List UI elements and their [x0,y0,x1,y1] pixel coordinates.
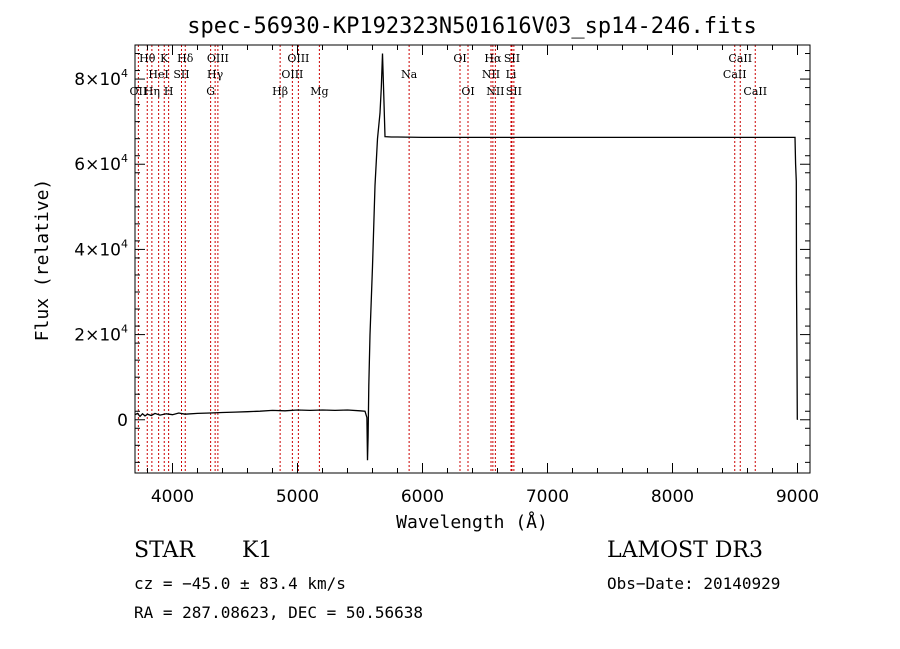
x-tick-label-1: 5000 [276,487,319,507]
y-tick-label-1: 2×104 [74,323,128,346]
object-type-label: STAR [134,538,195,563]
y-axis-ticks: 0 2×104 4×104 6×104 8×104 [74,53,810,463]
marker-label-23: SII [506,85,522,98]
redshift-label: cz = −45.0 ± 83.4 km/s [134,574,346,593]
marker-label-15: Na [401,68,418,81]
x-axis-ticks: 4000 5000 6000 7000 8000 9000 [147,45,819,507]
x-tick-label-3: 7000 [526,487,569,507]
marker-label-4: HeI [148,68,168,81]
flux-series-line [134,53,799,461]
marker-label-16: OI [453,52,466,65]
ra-dec-label: RA = 287.08623, DEC = 50.56638 [134,603,423,622]
marker-label-2: Hη [144,85,160,98]
x-tick-label-5: 9000 [776,487,819,507]
marker-label-10: G [206,85,215,98]
marker-label-17: OI [461,85,474,98]
marker-label-19: NII [482,68,500,81]
spectral-line-markers [137,45,756,473]
marker-label-1: OII [130,85,148,98]
marker-label-25: CaII [723,68,747,81]
marker-label-6: SII [173,68,189,81]
marker-label-0: Hθ [139,52,156,65]
marker-label-18: Hα [484,52,502,65]
survey-label: LAMOST DR3 [607,538,763,563]
marker-label-22: Li [506,68,517,81]
y-tick-label-3: 6×104 [74,152,128,175]
marker-label-26: CaII [743,85,767,98]
x-tick-label-0: 4000 [151,487,194,507]
marker-label-24: CaII [728,52,752,65]
marker-label-8: OIII [207,52,229,65]
marker-label-7: Hδ [177,52,194,65]
marker-label-5: H [164,85,174,98]
subclass-label: K1 [242,538,273,563]
y-tick-label-4: 8×104 [74,67,128,90]
x-tick-label-4: 8000 [651,487,694,507]
y-tick-label-0: 0 [117,411,128,431]
obs-date-label: Obs−Date: 20140929 [607,574,781,593]
marker-label-11: OIII [287,52,309,65]
x-axis-label: Wavelength (Å) [396,511,548,533]
plot-frame [134,44,811,474]
marker-label-9: Hγ [207,68,224,81]
chart-title: spec-56930-KP192323N501616V03_sp14-246.f… [187,14,757,39]
marker-label-3: K [160,52,169,65]
marker-label-20: NII [486,85,504,98]
marker-label-21: SII [504,52,520,65]
y-tick-label-2: 4×104 [74,237,128,260]
marker-label-13: Hβ [272,85,288,98]
marker-label-14: Mg [310,85,328,98]
y-axis-label: Flux (relative) [32,179,53,342]
marker-label-12: OIII [281,68,303,81]
x-tick-label-2: 6000 [401,487,444,507]
